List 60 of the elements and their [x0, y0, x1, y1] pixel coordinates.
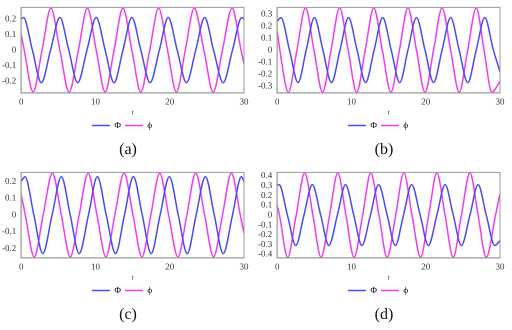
- x-tick-label: 0: [18, 262, 24, 272]
- x-tick-label: 0: [274, 262, 280, 272]
- line-series: [277, 172, 500, 258]
- line-series: [277, 7, 500, 93]
- x-tick-label: 10: [347, 96, 356, 107]
- y-tick-label: 0: [268, 44, 273, 54]
- text: (d): [374, 305, 394, 325]
- y-tick-label: -0.2: [258, 68, 272, 79]
- line-series: [21, 7, 244, 93]
- x-tick-label: 20: [421, 262, 431, 272]
- y-tick-label: -0.1: [2, 226, 16, 236]
- x-tick-label: 10: [347, 262, 356, 272]
- y-tick-label: 0.2: [260, 190, 272, 200]
- x-tick-label: 0: [274, 96, 280, 107]
- y-tick-label: -0.1: [258, 219, 272, 230]
- line-series: [277, 184, 500, 246]
- y-tick-label: 0.2: [4, 13, 16, 24]
- line-series: [21, 16, 244, 84]
- y-tick-label: -0.1: [258, 56, 272, 66]
- x-tick-label: 20: [165, 96, 175, 107]
- y-tick-label: 0.4: [260, 170, 273, 180]
- text: (c): [118, 305, 138, 325]
- text: (a): [118, 140, 138, 160]
- y-tick-label: 0.1: [4, 28, 16, 39]
- x-tick-label: 30: [240, 262, 249, 272]
- legend-label: ϕ: [403, 120, 408, 130]
- y-tick-label: -0.4: [258, 248, 273, 259]
- legend-label: ϕ: [147, 120, 152, 130]
- y-tick-label: 0: [12, 44, 17, 54]
- x-tick-label: 30: [240, 96, 249, 107]
- x-tick-label: 10: [91, 262, 100, 272]
- y-tick-label: 0: [12, 209, 17, 220]
- legend-label: Φ: [370, 284, 378, 295]
- y-tick-label: -0.1: [2, 60, 16, 70]
- y-tick-label: -0.2: [258, 229, 272, 240]
- y-tick-label: 0.1: [260, 32, 272, 42]
- legend-label: Φ: [114, 284, 122, 295]
- x-tick-label: 30: [496, 262, 505, 272]
- y-tick-label: -0.2: [2, 242, 16, 253]
- x-tick-label: 0: [18, 96, 24, 107]
- legend-label: Φ: [370, 120, 378, 130]
- y-tick-label: 0.1: [4, 192, 16, 203]
- text: (b): [374, 140, 394, 160]
- y-tick-label: 0.2: [4, 176, 16, 186]
- x-tick-label: 30: [496, 96, 505, 107]
- x-tick-label: 20: [421, 96, 431, 107]
- y-tick-label: -0.3: [258, 80, 273, 91]
- y-tick-label: 0.1: [260, 200, 272, 210]
- y-tick-label: -0.3: [258, 238, 273, 249]
- x-tick-label: 10: [91, 96, 100, 107]
- legend-label: ϕ: [403, 284, 408, 295]
- y-tick-label: 0.3: [260, 8, 273, 18]
- legend-label: ϕ: [147, 284, 152, 295]
- y-tick-label: 0.3: [260, 180, 273, 190]
- y-tick-label: 0: [268, 209, 273, 220]
- legend-label: Φ: [114, 120, 122, 130]
- y-tick-label: -0.2: [2, 76, 16, 86]
- y-tick-label: 0.2: [260, 20, 272, 30]
- x-tick-label: 20: [165, 262, 175, 272]
- line-series: [277, 16, 500, 84]
